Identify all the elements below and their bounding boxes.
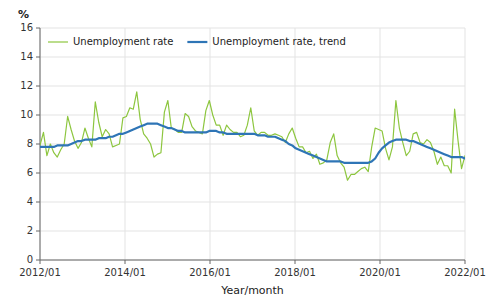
tick-label: 2018/01 xyxy=(274,267,316,278)
tick-label: 8 xyxy=(27,138,33,149)
tick-label: 14 xyxy=(20,51,33,62)
legend-label: Unemployment rate xyxy=(73,36,173,47)
grid-line xyxy=(40,202,465,203)
tick-label: 6 xyxy=(27,167,33,178)
legend-swatch xyxy=(187,41,207,43)
tick xyxy=(36,28,40,29)
tick xyxy=(380,260,381,264)
tick xyxy=(36,173,40,174)
x-axis xyxy=(40,260,465,261)
grid-line xyxy=(40,260,465,261)
grid-line xyxy=(40,173,465,174)
grid-line xyxy=(295,28,296,260)
tick-label: 2016/01 xyxy=(189,267,231,278)
tick-label: 12 xyxy=(20,80,33,91)
grid-line xyxy=(125,28,126,260)
legend-swatch xyxy=(48,41,68,42)
tick xyxy=(36,231,40,232)
plot-area xyxy=(40,92,465,180)
grid-line xyxy=(40,57,465,58)
tick xyxy=(36,144,40,145)
grid-line xyxy=(40,231,465,232)
tick-label: 4 xyxy=(27,196,33,207)
series-line xyxy=(40,124,465,163)
tick xyxy=(295,260,296,264)
grid-line xyxy=(40,144,465,145)
grid-line xyxy=(380,28,381,260)
series-line xyxy=(40,92,465,180)
legend: Unemployment rate Unemployment rate, tren… xyxy=(48,36,346,47)
tick-label: 2 xyxy=(27,225,33,236)
tick-label: 2014/01 xyxy=(104,267,146,278)
grid-line xyxy=(465,28,466,260)
axes: 0 2 4 6 8 10 12 14 16 2012/01 2014/01 2016/01 2018/0… xyxy=(19,22,486,278)
grid-line xyxy=(40,86,465,87)
tick xyxy=(36,57,40,58)
tick-label: 10 xyxy=(20,109,33,120)
grid-line xyxy=(210,28,211,260)
tick xyxy=(36,202,40,203)
tick xyxy=(36,115,40,116)
tick xyxy=(210,260,211,264)
y-axis-label: % xyxy=(18,8,29,21)
legend-item: Unemployment rate xyxy=(48,36,173,47)
legend-label: Unemployment rate, trend xyxy=(212,36,345,47)
tick xyxy=(465,260,466,264)
grid-line xyxy=(40,28,465,29)
legend-item: Unemployment rate, trend xyxy=(187,36,345,47)
tick xyxy=(125,260,126,264)
tick-label: 2022/01 xyxy=(444,267,486,278)
tick xyxy=(36,260,40,261)
grid xyxy=(40,28,465,260)
tick-label: 0 xyxy=(27,254,33,265)
tick-label: 2020/01 xyxy=(359,267,401,278)
x-axis-label: Year/month xyxy=(220,284,284,297)
tick xyxy=(36,86,40,87)
tick-label: 16 xyxy=(20,22,33,33)
tick xyxy=(40,260,41,264)
chart: 0 2 4 6 8 10 12 14 16 2012/01 2014/01 2016/01 2018/0… xyxy=(0,0,491,302)
tick-label: 2012/01 xyxy=(19,267,61,278)
